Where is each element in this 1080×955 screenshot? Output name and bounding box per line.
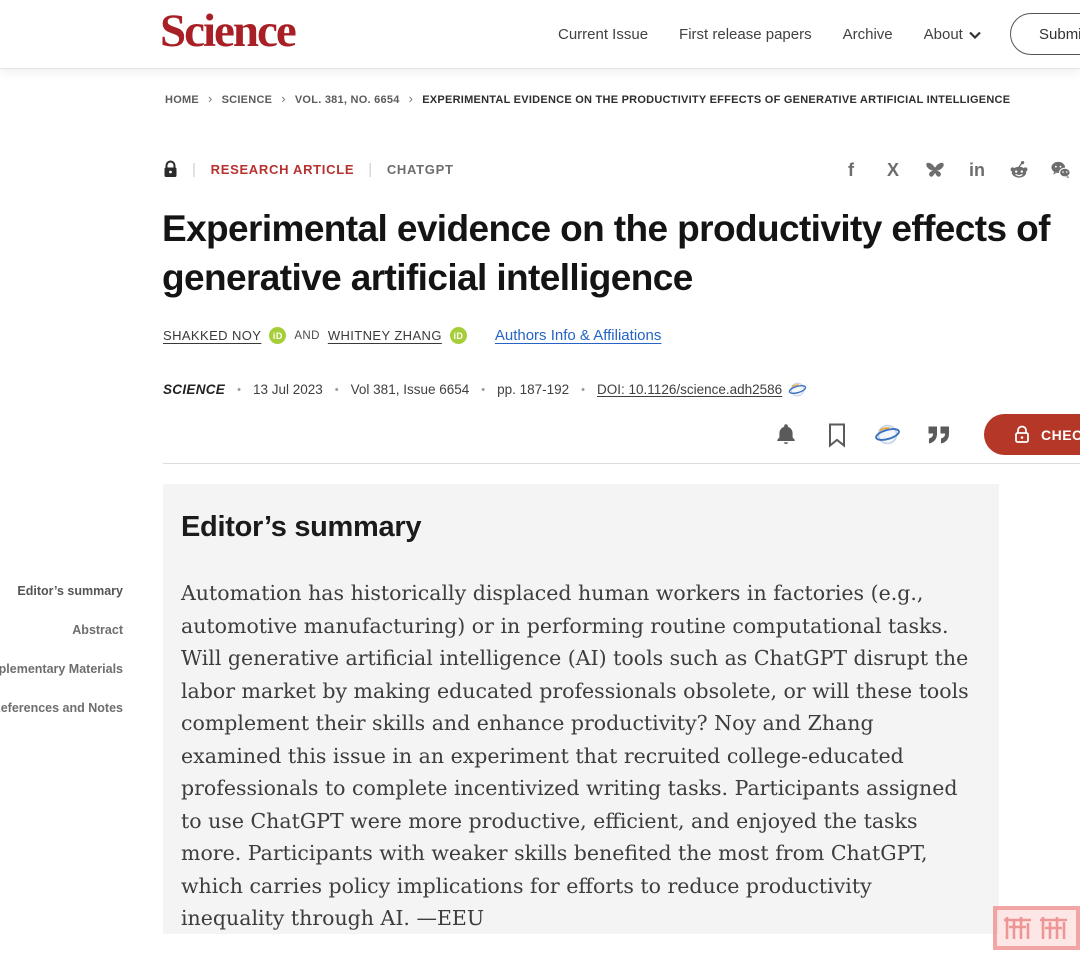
orcid-icon[interactable]: iD (269, 327, 287, 344)
submit-manuscript-button[interactable]: Submit manuscript (1010, 13, 1080, 55)
editor-summary-section: Editor’s summary Automation has historic… (163, 484, 999, 934)
kicker-separator: | (368, 160, 373, 178)
nav-archive[interactable]: Archive (842, 26, 893, 43)
breadcrumb-article: EXPERIMENTAL EVIDENCE ON THE PRODUCTIVIT… (422, 93, 1011, 106)
metrics-badge-icon[interactable] (788, 380, 807, 399)
article-meta-row: SCIENCE • 13 Jul 2023 • Vol 381, Issue 6… (163, 380, 807, 399)
kicker-separator: | (192, 160, 197, 178)
doi-link[interactable]: DOI: 10.1126/science.adh2586 (597, 382, 783, 397)
meta-issue: Vol 381, Issue 6654 (350, 382, 470, 397)
nav-first-release-papers[interactable]: First release papers (679, 26, 812, 43)
science-logo[interactable]: Science (160, 5, 297, 57)
reddit-icon[interactable] (1008, 159, 1030, 181)
sidenav-abstract[interactable]: Abstract (72, 623, 123, 637)
meta-separator: • (237, 383, 241, 396)
divider (163, 463, 1080, 464)
article-topic-label[interactable]: CHATGPT (386, 161, 454, 177)
main-nav: Current Issue First release papers Archi… (558, 0, 981, 69)
lock-icon (164, 160, 177, 177)
seal-watermark-icon (993, 906, 1080, 950)
wechat-icon[interactable] (1050, 159, 1072, 181)
breadcrumb-separator: › (408, 92, 414, 106)
breadcrumb-science[interactable]: SCIENCE (221, 93, 273, 106)
authors-info-affiliations-link[interactable]: Authors Info & Affiliations (494, 327, 662, 344)
breadcrumb-home[interactable]: HOME (165, 93, 199, 106)
bookmark-icon[interactable] (823, 421, 850, 448)
lock-icon (1015, 425, 1029, 443)
linkedin-icon[interactable]: in (969, 160, 985, 180)
nav-about[interactable]: About (924, 26, 981, 43)
meta-separator: • (581, 383, 586, 396)
social-share-row: f X in (840, 159, 1080, 181)
breadcrumb: HOME › SCIENCE › VOL. 381, NO. 6654 › EX… (165, 92, 1080, 107)
nav-current-issue[interactable]: Current Issue (558, 26, 649, 43)
check-access-label: CHECK ACCESS (1041, 426, 1080, 443)
metrics-badge-icon[interactable] (874, 421, 901, 448)
nav-about-label: About (923, 26, 963, 43)
breadcrumb-separator: › (281, 92, 286, 106)
sidenav-editors-summary[interactable]: Editor’s summary (17, 584, 123, 598)
in-page-nav: Editor’s summary Abstract Supplementary … (0, 584, 123, 740)
author-whitney-zhang[interactable]: WHITNEY ZHANG (327, 328, 442, 343)
meta-separator: • (481, 383, 486, 396)
meta-pages: pp. 187-192 (497, 382, 570, 397)
article-actions-row: CHECK ACCESS (772, 414, 1080, 455)
bell-icon[interactable] (772, 421, 799, 448)
article-type-label[interactable]: RESEARCH ARTICLE (210, 161, 355, 177)
article-title: Experimental evidence on the productivit… (162, 208, 1050, 298)
bluesky-icon[interactable] (924, 159, 946, 181)
check-access-button[interactable]: CHECK ACCESS (984, 414, 1080, 455)
sidenav-supplementary-materials[interactable]: Supplementary Materials (0, 662, 123, 676)
quote-icon[interactable] (925, 421, 952, 448)
meta-journal: SCIENCE (163, 382, 226, 397)
x-icon[interactable]: X (886, 160, 899, 180)
article-kicker: | RESEARCH ARTICLE | CHATGPT (163, 160, 454, 178)
author-shakked-noy[interactable]: SHAKKED NOY (163, 328, 262, 343)
meta-separator: • (334, 383, 339, 396)
authors-conjunction: AND (294, 329, 320, 342)
breadcrumb-volume[interactable]: VOL. 381, NO. 6654 (294, 93, 400, 106)
site-header: Science Current Issue First release pape… (0, 0, 1080, 69)
breadcrumb-separator: › (208, 92, 213, 106)
meta-date: 13 Jul 2023 (252, 382, 323, 397)
orcid-icon[interactable]: iD (449, 327, 467, 344)
editor-summary-text: Automation has historically displaced hu… (181, 581, 969, 930)
authors-row: SHAKKED NOY iD AND WHITNEY ZHANG iD Auth… (163, 327, 661, 344)
facebook-icon[interactable]: f (848, 160, 854, 180)
chevron-down-icon (969, 31, 981, 39)
sidenav-references-and-notes[interactable]: References and Notes (0, 701, 123, 715)
editor-summary-heading: Editor’s summary (181, 511, 422, 543)
